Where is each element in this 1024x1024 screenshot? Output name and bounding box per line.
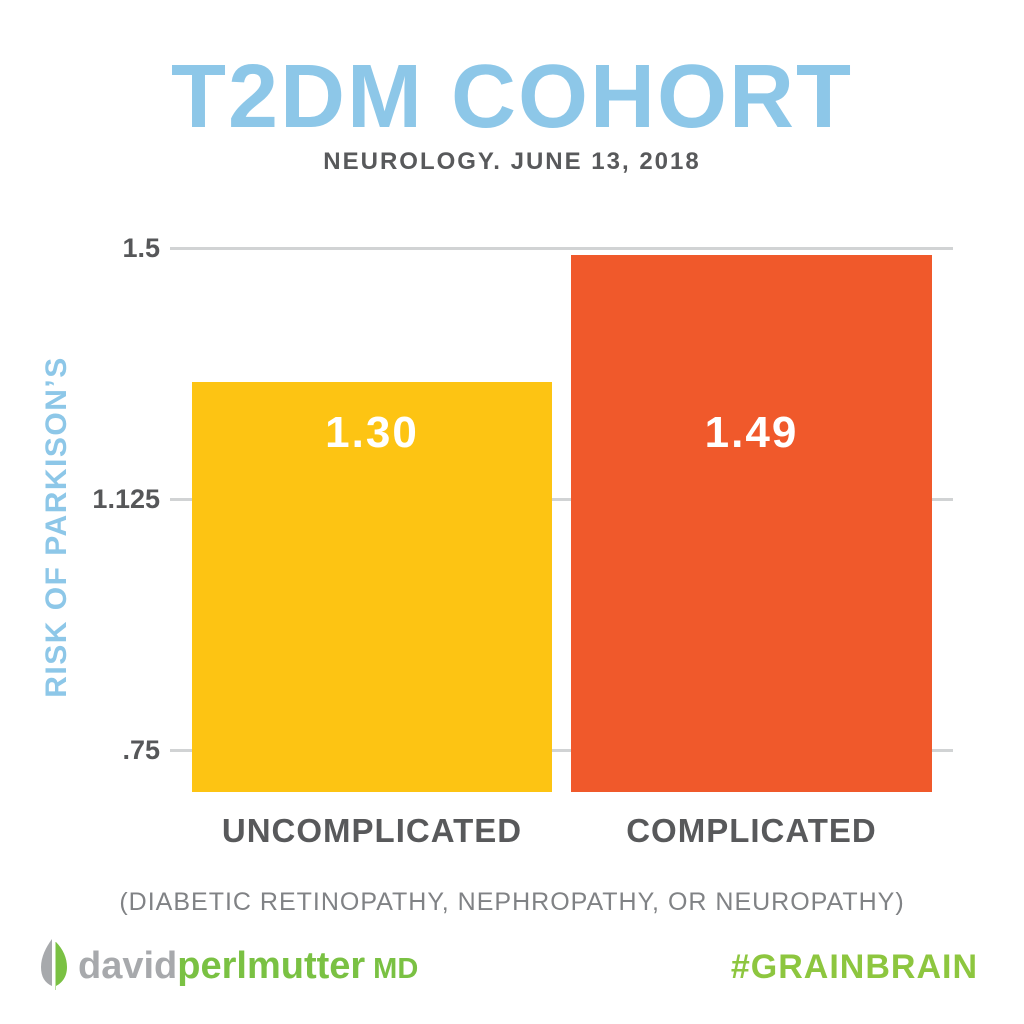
brand-md-suffix: MD (373, 953, 419, 985)
bar-value-label: 1.30 (325, 408, 419, 457)
bar-complicated (571, 254, 932, 792)
chart-subtitle: NEUROLOGY. JUNE 13, 2018 (323, 148, 701, 175)
brand-last-name: perlmutter (177, 945, 366, 987)
category-label: UNCOMPLICATED (221, 812, 523, 849)
category-label: COMPLICATED (626, 812, 877, 849)
y-tick-label: 1.125 (92, 483, 160, 514)
gridline (170, 497, 953, 501)
bar-uncomplicated (192, 381, 552, 792)
gridline (170, 247, 953, 250)
bar-value-label: 1.49 (704, 408, 799, 457)
leaf-icon (40, 938, 68, 995)
chart-title: T2DM COHORT (171, 47, 853, 147)
brand-logo: davidperlmutter MD (40, 938, 418, 995)
gridline (170, 748, 953, 752)
brand-first-name: david (78, 945, 178, 987)
hashtag-grainbrain: #GRAINBRAIN (730, 948, 978, 986)
y-tick-label: .75 (122, 734, 160, 765)
brand-name: davidperlmutter MD (78, 945, 418, 988)
y-tick-label: 1.5 (122, 233, 160, 263)
chart-footnote: (DIABETIC RETINOPATHY, NEPHROPATHY, OR N… (119, 888, 905, 916)
